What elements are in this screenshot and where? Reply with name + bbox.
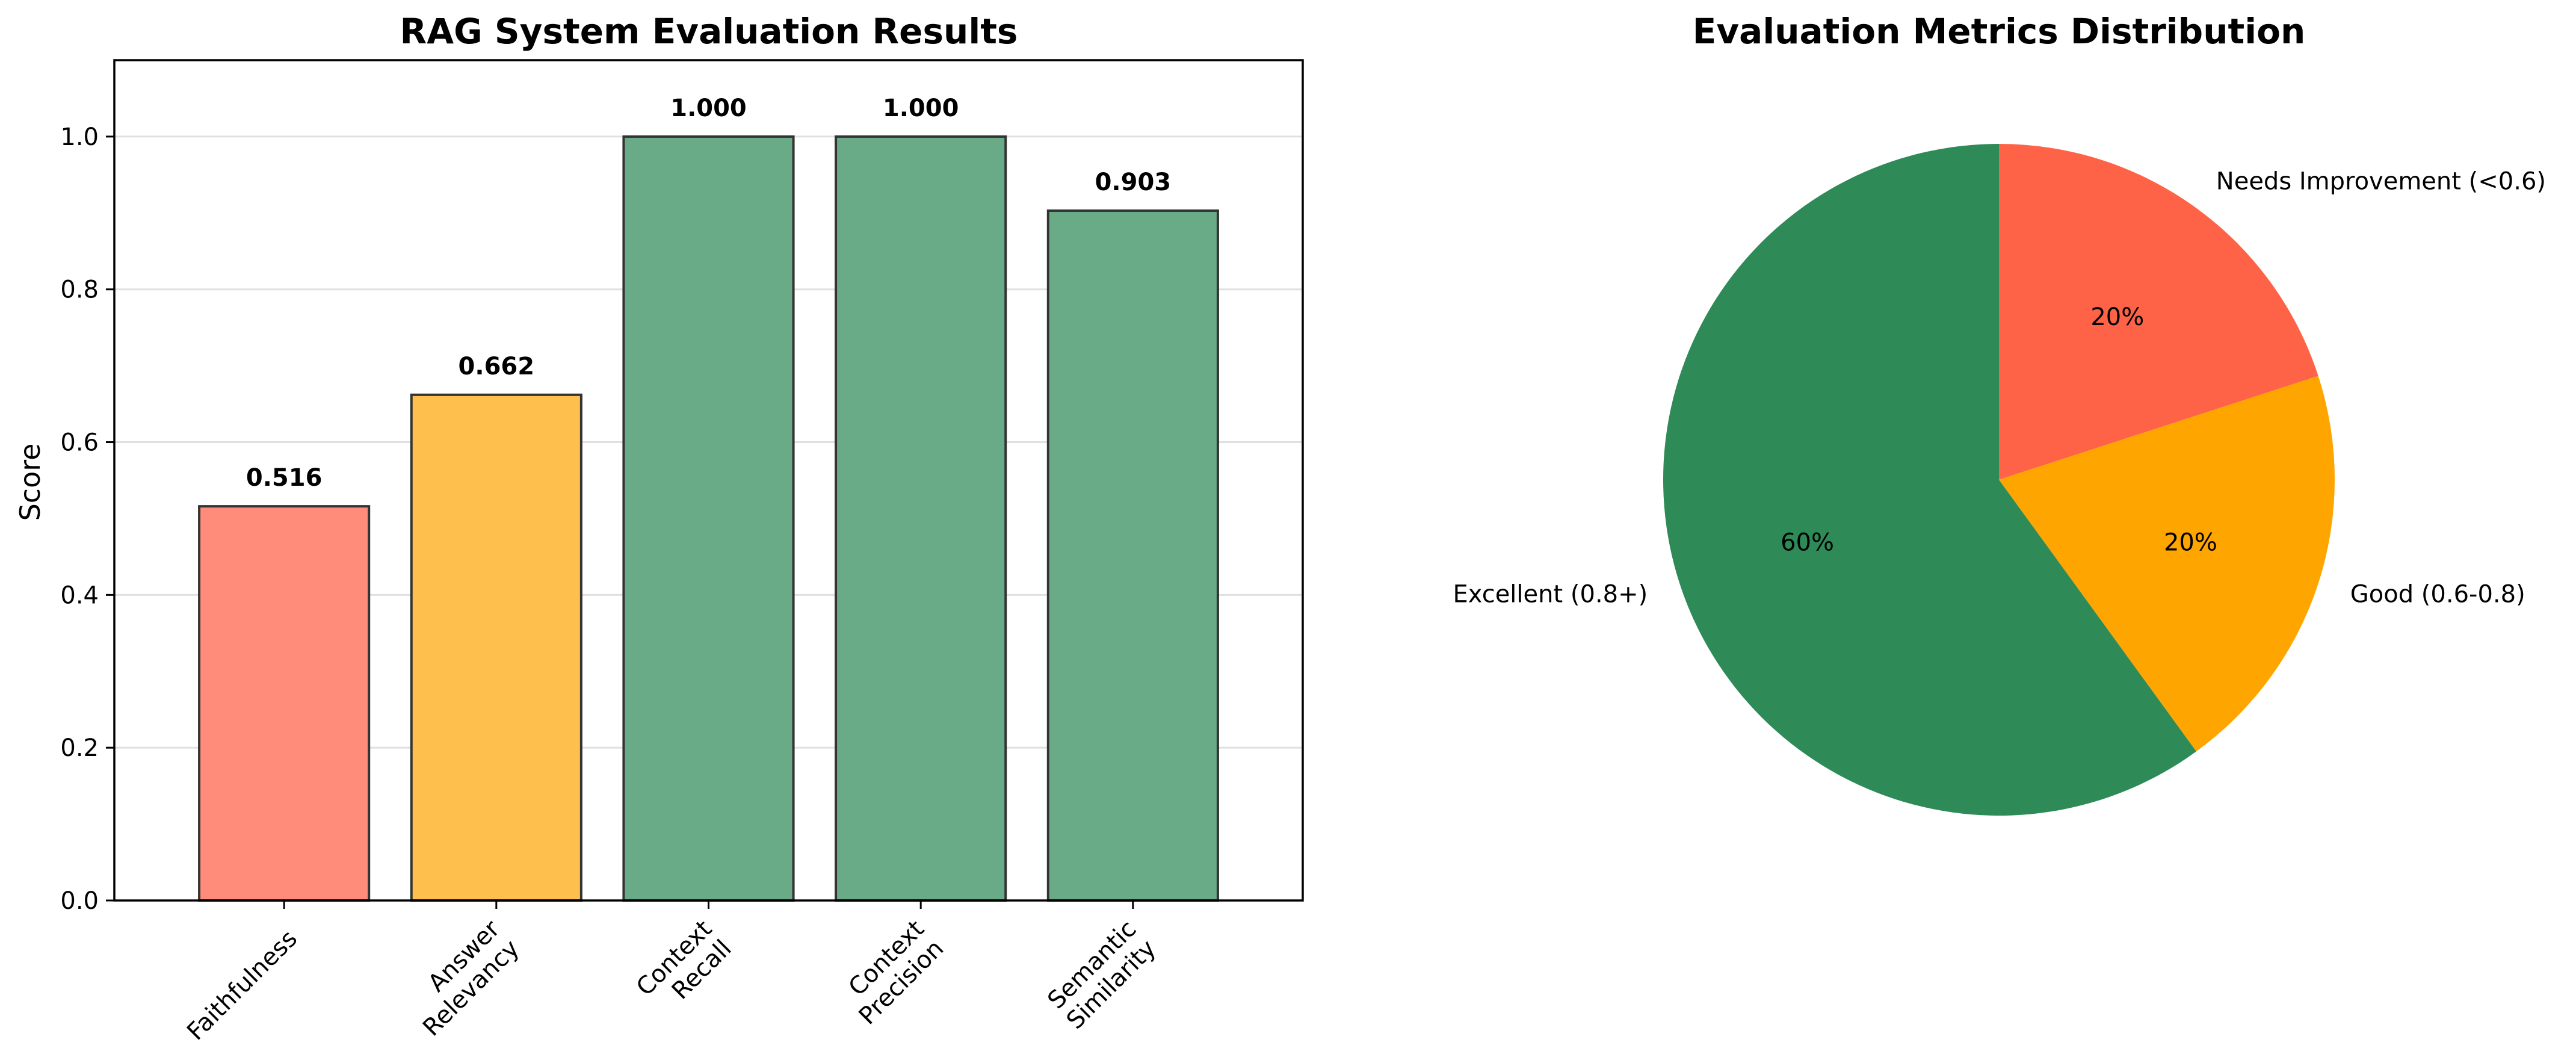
bar (1046, 209, 1219, 902)
bar-value-labels: 0.516 0.662 1.000 1.000 0.903 (246, 95, 1171, 492)
bar-value-label: 0.903 (1095, 169, 1172, 196)
bar-chart: RAG System Evaluation Results Score 0.00… (14, 11, 1304, 1046)
y-axis-label: Score (14, 444, 46, 521)
pie-slice (1999, 376, 2335, 752)
y-ticks: 0.0 0.2 0.4 0.6 0.8 1.0 (60, 123, 114, 915)
bar (622, 135, 795, 902)
pie-pct-label: 20% (2090, 303, 2144, 331)
y-tick-label: 0.8 (60, 276, 99, 304)
pie-slice-label: Excellent (0.8+) (1453, 581, 1648, 609)
x-tick-label-line: Faithfulness (182, 925, 303, 1046)
bar (410, 393, 582, 902)
pie-labels: 20% Needs Improvement (<0.6) 20% Good (0.6-… (1453, 167, 2546, 608)
pie-pct-label: 60% (1781, 528, 1834, 556)
bar-value-label: 1.000 (883, 95, 959, 122)
bar-chart-title: RAG System Evaluation Results (400, 11, 1018, 52)
pie-slice (1999, 144, 2318, 480)
pie-pct-label: 20% (2164, 528, 2217, 556)
pie-slice-label: Needs Improvement (<0.6) (2216, 167, 2546, 195)
pie-slices (1663, 144, 2335, 816)
y-tick-label: 0.6 (60, 429, 99, 457)
pie-slice-label: Good (0.6-0.8) (2350, 581, 2525, 609)
y-tick-label: 0.2 (60, 734, 99, 762)
bar (198, 505, 371, 902)
bar (835, 135, 1007, 902)
pie-slice (1663, 144, 2196, 816)
pie-chart: Evaluation Metrics Distribution 20% Needs… (1453, 11, 2546, 816)
y-tick-label: 0.0 (60, 887, 99, 915)
bar-series (198, 135, 1219, 902)
y-tick-label: 0.4 (60, 581, 99, 609)
pie-chart-title: Evaluation Metrics Distribution (1693, 11, 2305, 52)
bar-value-label: 0.662 (459, 353, 535, 380)
bar-value-label: 1.000 (670, 95, 747, 122)
x-tick-label: Faithfulness (182, 925, 303, 1046)
bar-value-label: 0.516 (246, 464, 323, 492)
y-tick-label: 1.0 (60, 123, 99, 151)
